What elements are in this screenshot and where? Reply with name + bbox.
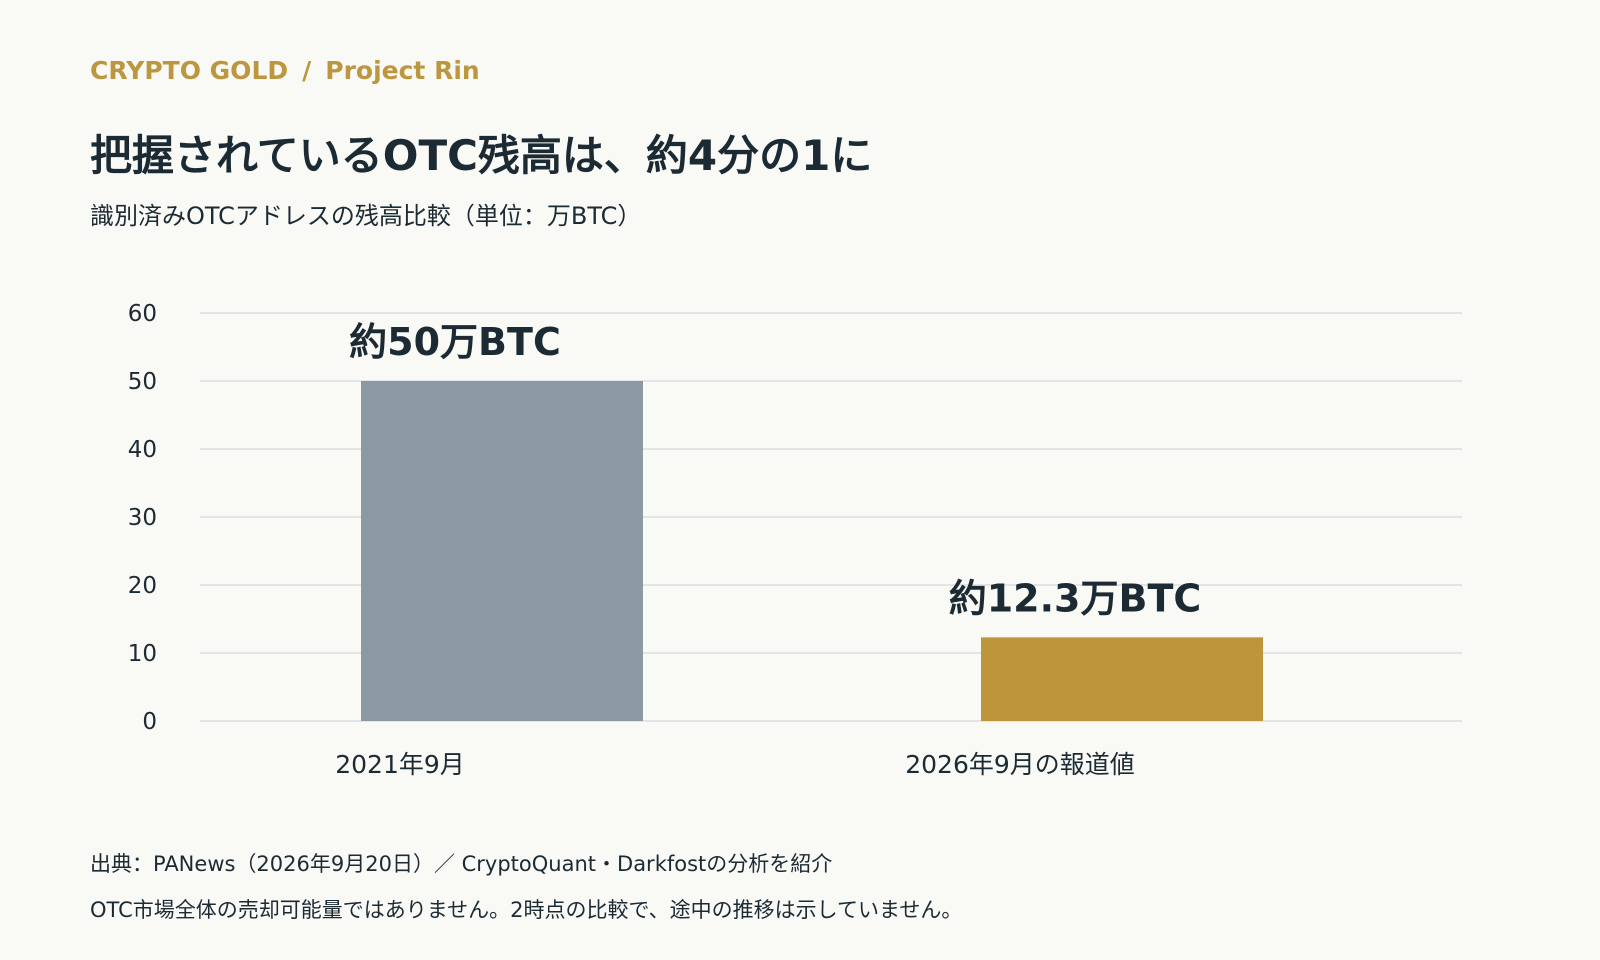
y-tick-label: 40 (128, 437, 157, 463)
brand-separator: / (302, 56, 312, 85)
chart-title: 把握されているOTC残高は、約4分の1に (90, 131, 873, 180)
disclaimer-note: OTC市場全体の売却可能量ではありません。2時点の比較で、途中の推移は示していま… (90, 898, 963, 922)
y-tick-label: 60 (128, 301, 157, 327)
source-note: 出典：PANews（2026年9月20日）／ CryptoQuant・Darkf… (90, 852, 833, 876)
x-tick-label: 2021年9月 (335, 750, 465, 779)
chart-subtitle: 識別済みOTCアドレスの残高比較（単位：万BTC） (90, 202, 642, 230)
x-tick-label: 2026年9月の報道値 (905, 750, 1135, 779)
bar (361, 381, 643, 721)
data-label: 約12.3万BTC (949, 576, 1202, 620)
bar (981, 637, 1263, 721)
brand-name: CRYPTO GOLD (90, 56, 289, 85)
y-tick-label: 0 (142, 709, 157, 735)
data-label: 約50万BTC (349, 320, 561, 364)
y-tick-label: 50 (128, 369, 157, 395)
y-tick-label: 10 (128, 641, 157, 667)
y-tick-label: 20 (128, 573, 157, 599)
project-name: Project Rin (325, 56, 480, 85)
brand-line: CRYPTO GOLD / Project Rin (90, 56, 480, 85)
y-tick-label: 30 (128, 505, 157, 531)
